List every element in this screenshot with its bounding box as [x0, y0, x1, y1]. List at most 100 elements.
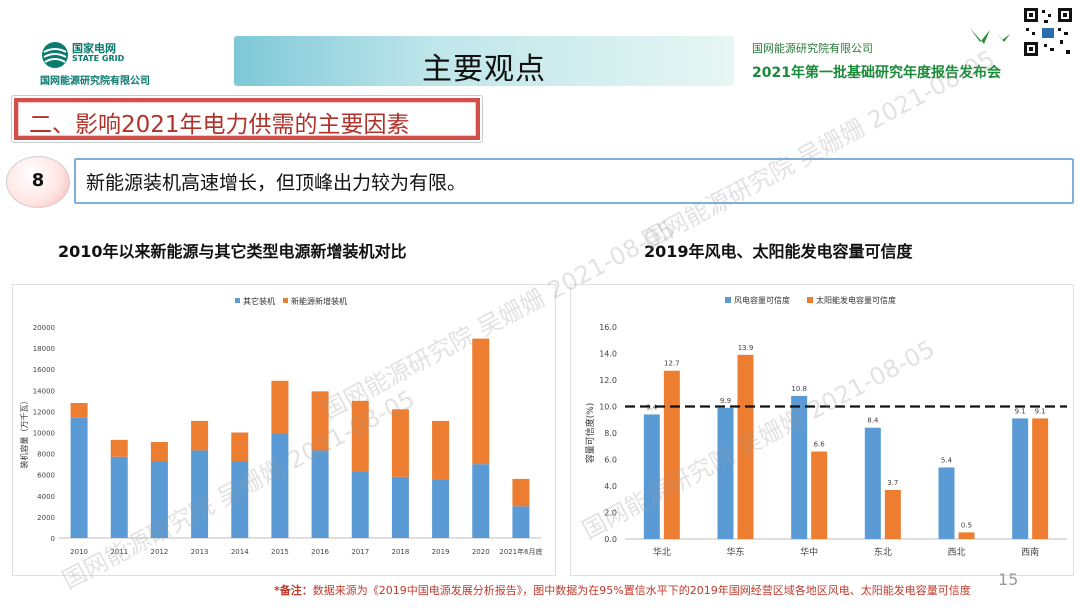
stacked-bar-chart: 其它装机 新能源新增装机 0 2000 4000 6000 8000 10000 12000 14… [19, 296, 543, 556]
data-label: 8.4 [867, 417, 879, 425]
bar-风电容量可信度 [1012, 418, 1029, 539]
x-tick-label: 2013 [191, 548, 209, 556]
x-tick-label: 2020 [472, 548, 490, 556]
legend-swatch [235, 298, 240, 303]
section-header: 二、影响2021年电力供需的主要因素 [12, 96, 482, 142]
bar-太阳能发电容量可信度 [1032, 418, 1049, 539]
page-number: 15 [998, 570, 1019, 589]
y-tick-label: 8.0 [604, 429, 617, 438]
footnote: *备注：数据来源为《2019中国电源发展分析报告》，图中数据为在95%置信水平下… [274, 582, 971, 598]
bar-其它装机 [150, 460, 168, 538]
data-label: 13.9 [738, 344, 754, 352]
x-tick-label: 2019 [432, 548, 450, 556]
y-tick-label: 8000 [37, 451, 55, 459]
bar-新能源新增装机 [391, 409, 409, 477]
bar-其它装机 [472, 464, 490, 538]
bird-logo-icon [970, 28, 1010, 44]
x-tick-label: 西南 [1021, 546, 1039, 558]
key-point-text: 新能源装机高速增长，但顶峰出力较为有限。 [86, 172, 467, 194]
section-title: 二、影响2021年电力供需的主要因素 [29, 112, 410, 138]
x-tick-label: 2016 [311, 548, 329, 556]
legend-swatch [807, 297, 813, 303]
bar-其它装机 [191, 450, 209, 538]
chart-title-capacity-credibility: 2019年风电、太阳能发电容量可信度 [644, 242, 913, 261]
footnote-text: 数据来源为《2019中国电源发展分析报告》，图中数据为在95%置信水平下的201… [312, 584, 971, 597]
grouped-bar-chart: 风电容量可信度 太阳能发电容量可信度 0.0 2.0 4.0 6.0 8.0 10.0 12.0… [584, 295, 1067, 558]
x-tick-label: 2011 [110, 548, 128, 556]
brand-name-cn: 国家电网 [72, 42, 116, 55]
bar-其它装机 [231, 460, 249, 538]
y-tick-label: 16000 [33, 366, 55, 374]
bar-风电容量可信度 [791, 395, 808, 539]
data-label: 6.6 [814, 441, 826, 449]
x-tick-label: 2017 [351, 548, 369, 556]
bar-新能源新增装机 [150, 441, 168, 461]
stacked-bar-chart-panel: 其它装机 新能源新增装机 0 2000 4000 6000 8000 10000 12000 14… [12, 284, 556, 576]
legend-swatch [725, 297, 731, 303]
legend-label: 其它装机 [243, 296, 275, 306]
data-label: 9.9 [720, 397, 731, 405]
bar-新能源新增装机 [512, 478, 530, 507]
y-axis-label: 装机容量（万千瓦） [19, 397, 29, 469]
key-point-box: 新能源装机高速增长，但顶峰出力较为有限。 [74, 158, 1074, 204]
data-label: 10.8 [791, 385, 807, 393]
bar-风电容量可信度 [643, 414, 660, 539]
footnote-label: *备注： [274, 584, 313, 597]
point-number: 8 [31, 170, 45, 191]
x-tick-label: 2012 [151, 548, 169, 556]
bar-风电容量可信度 [938, 467, 955, 539]
page-title-banner: 主要观点 [234, 36, 734, 87]
org-name: 国网能源研究院有限公司 [752, 42, 873, 55]
bar-太阳能发电容量可信度 [663, 370, 680, 539]
data-label: 5.4 [941, 456, 953, 464]
bar-太阳能发电容量可信度 [811, 451, 828, 539]
y-tick-label: 0.0 [604, 535, 617, 544]
x-tick-label: 东北 [874, 546, 892, 558]
bar-其它装机 [512, 506, 530, 538]
legend-label: 太阳能发电容量可信度 [816, 295, 896, 305]
bar-新能源新增装机 [432, 420, 450, 480]
legend-swatch [283, 298, 288, 303]
bar-新能源新增装机 [191, 420, 209, 451]
x-tick-label: 2015 [271, 548, 289, 556]
x-tick-label: 华北 [653, 546, 671, 558]
y-tick-label: 0 [51, 535, 55, 543]
bar-新能源新增装机 [110, 439, 128, 457]
y-tick-label: 14.0 [599, 350, 617, 359]
x-tick-label: 华东 [726, 546, 744, 558]
y-tick-label: 6.0 [604, 456, 617, 465]
chart-title-installed-capacity: 2010年以来新能源与其它类型电源新增装机对比 [58, 242, 407, 261]
bar-新能源新增装机 [231, 432, 249, 461]
bar-太阳能发电容量可信度 [884, 489, 901, 539]
state-grid-logo-icon [42, 42, 68, 68]
bar-其它装机 [432, 479, 450, 538]
y-tick-label: 12.0 [599, 376, 617, 385]
qr-code-icon [1022, 6, 1074, 58]
page-title: 主要观点 [422, 52, 546, 87]
y-tick-label: 20000 [33, 324, 55, 332]
bar-新能源新增装机 [311, 391, 329, 451]
y-tick-label: 12000 [33, 408, 55, 416]
data-label: 9.4 [646, 403, 658, 411]
bar-其它装机 [110, 456, 128, 538]
bar-新能源新增装机 [351, 400, 369, 472]
brand-name-en: STATE GRID [72, 54, 125, 63]
bar-其它装机 [391, 476, 409, 538]
bar-其它装机 [351, 471, 369, 538]
x-tick-label: 华中 [800, 546, 818, 558]
x-tick-label: 2021年6月底 [499, 547, 542, 556]
data-label: 0.5 [961, 521, 972, 529]
bar-太阳能发电容量可信度 [737, 354, 754, 539]
point-number-badge: 8 [6, 156, 70, 208]
y-tick-label: 18000 [33, 345, 55, 353]
y-tick-label: 6000 [37, 472, 55, 480]
y-tick-label: 4000 [37, 493, 55, 501]
y-tick-label: 2000 [37, 514, 55, 522]
legend-label: 新能源新增装机 [291, 296, 347, 306]
data-label: 12.7 [664, 360, 680, 368]
brand-logo-block: 国家电网 STATE GRID 国网能源研究院有限公司 [40, 38, 200, 88]
bar-风电容量可信度 [717, 407, 734, 539]
y-tick-label: 10000 [33, 430, 55, 438]
legend-label: 风电容量可信度 [734, 295, 790, 305]
x-tick-label: 2010 [70, 548, 88, 556]
